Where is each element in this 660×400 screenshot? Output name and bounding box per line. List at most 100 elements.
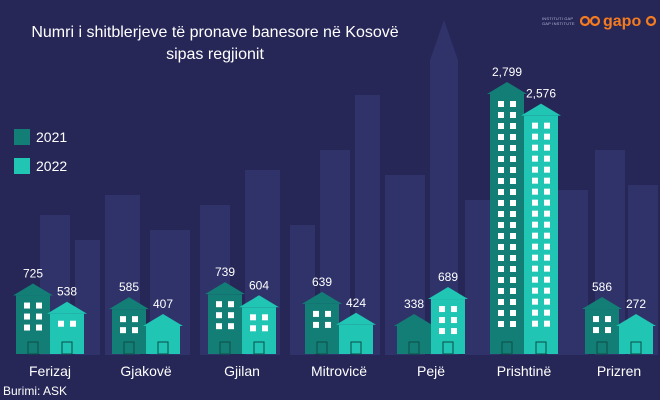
building-window — [250, 325, 256, 332]
building-window — [544, 177, 550, 184]
chart-plot-area: 725 538 Ferizaj 585 407 Gjakovë 739 604 Gjilan 63… — [13, 65, 656, 379]
bar-body — [397, 326, 431, 354]
building-window — [605, 327, 611, 334]
building-window — [544, 122, 550, 129]
building-window — [262, 325, 268, 332]
chart-title-line-2: sipas regjionit — [166, 46, 264, 63]
building-window — [498, 321, 504, 327]
building-window — [510, 277, 516, 283]
bar-2022-ferizaj — [47, 301, 87, 355]
x-tick-label: Ferizaj — [29, 363, 71, 379]
data-label: 424 — [346, 296, 366, 310]
skyline-spire — [430, 20, 458, 60]
building-window — [216, 312, 222, 319]
building-window — [498, 189, 504, 195]
building-door — [596, 341, 608, 355]
building-door — [219, 341, 231, 355]
building-door — [157, 341, 169, 355]
data-label: 639 — [312, 275, 332, 289]
chart-title: Numri i shitblerjeve të pronave banesore… — [0, 22, 430, 66]
bar-body — [524, 115, 558, 354]
building-window — [532, 199, 538, 206]
building-window — [532, 188, 538, 195]
building-window — [498, 156, 504, 162]
building-window — [36, 302, 42, 309]
legend-item-2022: 2022 — [14, 155, 67, 177]
building-window — [510, 200, 516, 206]
building-window — [532, 287, 538, 294]
building-window — [216, 323, 222, 330]
building-window — [498, 255, 504, 261]
building-window — [510, 145, 516, 151]
building-window — [510, 310, 516, 316]
building-window — [532, 166, 538, 173]
building-window — [544, 265, 550, 272]
building-window — [544, 320, 550, 327]
bar-roof — [616, 314, 656, 326]
bar-body — [619, 326, 653, 354]
bar-2022-gjakovë — [143, 314, 183, 355]
bar-roof — [13, 283, 53, 296]
building-window — [325, 321, 331, 328]
data-label: 586 — [592, 280, 612, 294]
building-window — [498, 112, 504, 118]
data-label: 604 — [249, 278, 269, 292]
logo-small-line-2: GAP INSTITUTE — [542, 21, 575, 26]
building-window — [120, 327, 126, 334]
building-window — [120, 316, 126, 323]
data-label: 689 — [438, 270, 458, 284]
bar-roof — [521, 103, 561, 116]
building-window — [510, 112, 516, 118]
building-window — [439, 317, 445, 324]
building-window — [593, 316, 599, 323]
building-door — [61, 341, 73, 355]
bar-body — [50, 313, 84, 354]
building-window — [544, 309, 550, 316]
bar-roof — [487, 82, 527, 94]
data-label: 725 — [23, 267, 43, 281]
building-window — [532, 177, 538, 184]
x-tick-label: Prishtinë — [497, 363, 552, 379]
bar-roof — [109, 297, 149, 310]
bar-2021-mitrovicë — [302, 291, 342, 355]
building-window — [262, 314, 268, 321]
building-window — [132, 316, 138, 323]
building-window — [544, 287, 550, 294]
building-window — [544, 199, 550, 206]
building-window — [24, 324, 30, 331]
building-window — [498, 211, 504, 217]
building-window — [544, 188, 550, 195]
building-window — [532, 155, 538, 162]
building-window — [313, 310, 319, 317]
building-window — [451, 328, 457, 335]
building-window — [544, 144, 550, 151]
building-window — [544, 155, 550, 162]
bar-2021-pejë — [394, 314, 434, 355]
building-window — [532, 232, 538, 239]
building-window — [544, 276, 550, 283]
building-window — [532, 122, 538, 129]
bar-roof — [47, 301, 87, 314]
building-window — [510, 222, 516, 228]
building-door — [316, 341, 328, 355]
bar-body — [490, 94, 524, 354]
building-window — [593, 327, 599, 334]
bar-body — [242, 307, 276, 354]
data-label: 338 — [404, 297, 424, 311]
building-window — [498, 288, 504, 294]
building-window — [498, 233, 504, 239]
building-window — [24, 313, 30, 320]
bar-2022-gjilan — [239, 295, 279, 355]
bar-2022-prishtinë — [521, 103, 561, 355]
bar-2021-gjakovë — [109, 297, 149, 355]
logo-small-text: INSTITUTI GAP GAP INSTITUTE — [542, 16, 576, 26]
building-window — [510, 321, 516, 327]
building-window — [498, 310, 504, 316]
building-door — [123, 341, 135, 355]
building-door — [630, 341, 642, 355]
bar-roof — [336, 312, 376, 325]
building-window — [605, 316, 611, 323]
logo-wordmark: gapo — [603, 13, 641, 30]
bar-2021-gjilan — [205, 282, 245, 355]
